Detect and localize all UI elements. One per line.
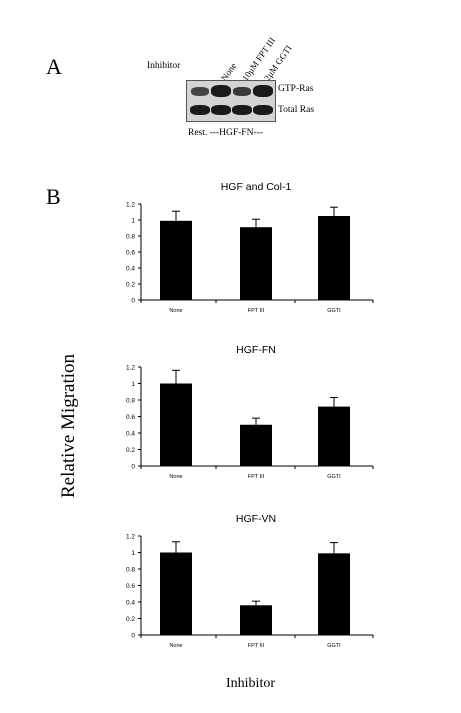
condition-label: Rest. ---HGF-FN--- bbox=[188, 128, 263, 138]
y-tick-label: 0.2 bbox=[126, 282, 135, 289]
bar bbox=[160, 383, 192, 466]
y-tick-label: 0.8 bbox=[126, 567, 135, 574]
x-axis-title: Inhibitor bbox=[226, 676, 275, 691]
x-tick-label: GGTI bbox=[327, 308, 341, 314]
x-tick-label: None bbox=[169, 308, 182, 314]
y-tick-label: 1.2 bbox=[126, 534, 135, 541]
x-tick-label: FPT III bbox=[248, 308, 265, 314]
y-tick-label: 1.2 bbox=[126, 202, 135, 209]
x-tick-label: GGTI bbox=[327, 643, 341, 649]
total-ras-label: Total Ras bbox=[278, 105, 315, 115]
chart-title: HGF-VN bbox=[236, 513, 276, 525]
y-tick-label: 0.4 bbox=[126, 600, 135, 607]
y-tick-label: 0.2 bbox=[126, 447, 135, 454]
band-gtp-ras-rest bbox=[191, 87, 209, 96]
y-tick-label: 0.6 bbox=[126, 414, 135, 421]
y-tick-label: 0.4 bbox=[126, 431, 135, 438]
y-tick-label: 1 bbox=[131, 381, 135, 388]
panel-a-label: A bbox=[46, 54, 62, 79]
x-tick-label: GGTI bbox=[327, 474, 341, 480]
bar bbox=[240, 605, 272, 635]
y-tick-label: 1.2 bbox=[126, 365, 135, 372]
y-tick-label: 0.2 bbox=[126, 616, 135, 623]
bar bbox=[160, 552, 192, 635]
band-total-ras-none bbox=[211, 105, 231, 115]
bar bbox=[240, 424, 272, 466]
x-tick-label: FPT III bbox=[248, 643, 265, 649]
bar bbox=[318, 553, 350, 635]
y-tick-label: 0.8 bbox=[126, 398, 135, 405]
y-tick-label: 1 bbox=[131, 218, 135, 225]
inhibitor-label: Inhibitor bbox=[147, 61, 181, 71]
bar bbox=[318, 216, 350, 300]
bar bbox=[240, 227, 272, 300]
y-tick-label: 0.6 bbox=[126, 583, 135, 590]
y-tick-label: 0 bbox=[131, 464, 135, 471]
y-tick-label: 0.4 bbox=[126, 266, 135, 273]
x-tick-label: FPT III bbox=[248, 474, 265, 480]
band-gtp-ras-fpt bbox=[233, 87, 251, 96]
chart-title: HGF-FN bbox=[236, 344, 276, 356]
band-total-ras-rest bbox=[190, 105, 210, 115]
chart-title: HGF and Col-1 bbox=[221, 181, 292, 193]
x-tick-label: None bbox=[169, 474, 182, 480]
panel-b-label: B bbox=[46, 184, 61, 209]
band-total-ras-ggti bbox=[253, 105, 273, 115]
band-total-ras-fpt bbox=[232, 105, 252, 115]
western-blot bbox=[186, 80, 276, 122]
y-tick-label: 0 bbox=[131, 298, 135, 305]
y-tick-label: 0.8 bbox=[126, 234, 135, 241]
bar bbox=[318, 406, 350, 466]
band-gtp-ras-ggti bbox=[253, 85, 273, 97]
y-tick-label: 0.6 bbox=[126, 250, 135, 257]
y-tick-label: 1 bbox=[131, 550, 135, 557]
x-tick-label: None bbox=[169, 643, 182, 649]
band-gtp-ras-none bbox=[211, 85, 231, 97]
y-tick-label: 0 bbox=[131, 633, 135, 640]
gtp-ras-label: GTP-Ras bbox=[278, 84, 314, 94]
bar bbox=[160, 220, 192, 300]
